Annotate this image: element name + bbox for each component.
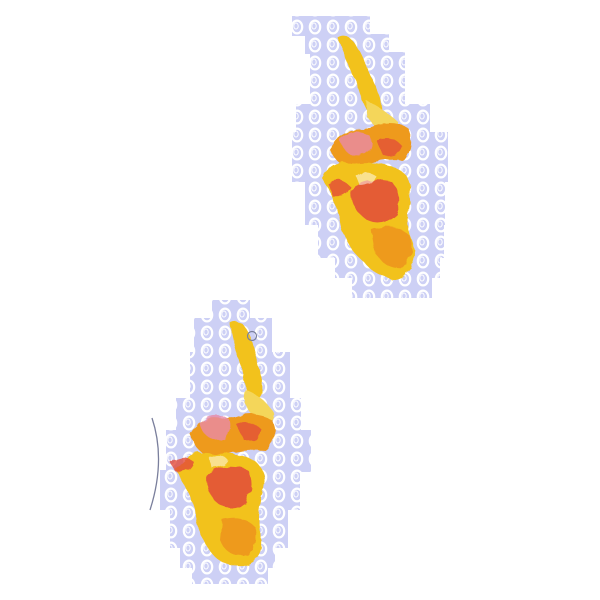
lower-colored-blob [170,320,275,567]
marker-circle [246,330,258,342]
lower-specimen [149,300,311,584]
outline-arc [149,417,160,511]
upper-colored-blob [322,36,415,279]
upper-specimen [292,16,448,298]
